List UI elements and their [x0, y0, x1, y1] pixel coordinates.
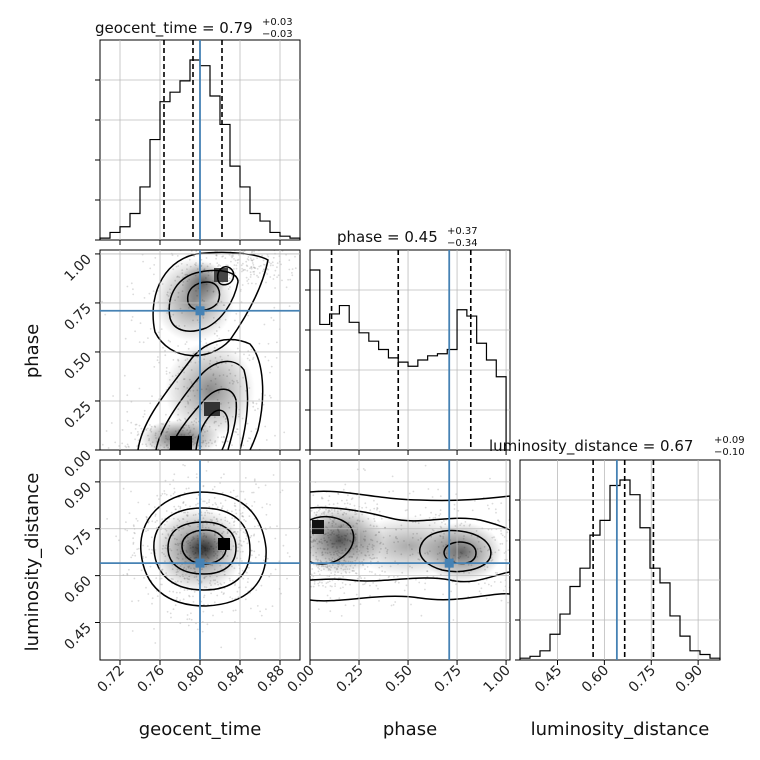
x-axis-label-phase: phase	[383, 719, 437, 740]
panel-hist-luminosity_distance: 0.45 0.60 0.75 0.90 luminosity_distance = 0…	[489, 435, 745, 740]
y-axis-label-luminosity_distance: luminosity_distance	[22, 473, 43, 652]
x-tick-label: 1.00	[481, 663, 514, 696]
x-tick-label: 0.45	[532, 663, 565, 696]
title-geocent_time: geocent_time = 0.79	[95, 19, 253, 38]
x-axis-label-geocent_time: geocent_time	[139, 719, 262, 740]
y-tick-label: 0.75	[61, 300, 94, 333]
truth-marker	[444, 558, 454, 568]
y-tick-label: 1.00	[61, 251, 94, 284]
grid	[310, 250, 510, 450]
title-luminosity_distance: luminosity_distance = 0.67	[489, 437, 693, 456]
histogram-luminosity_distance	[519, 479, 721, 660]
quantile-lines	[163, 40, 223, 240]
x-tick-label: 0.00	[284, 663, 317, 696]
quantile-lines	[592, 460, 655, 660]
x-tick-label: 0.76	[134, 662, 167, 695]
truth-marker	[195, 558, 205, 568]
y-tick-label: 0.00	[61, 448, 94, 481]
panel-2d-geocent_time-phase: 0.00 0.25 0.50 0.75 1.00 phase	[22, 249, 301, 481]
x-tick-label: 0.75	[626, 663, 659, 696]
title-phase-plus: +0.37	[447, 226, 478, 237]
panel-frame	[519, 459, 721, 661]
panel-hist-geocent_time: geocent_time = 0.79 +0.03 −0.03	[95, 17, 301, 245]
x-tick-label: 0.60	[579, 663, 612, 696]
grid	[520, 460, 720, 660]
title-luminosity_distance-plus: +0.09	[714, 435, 745, 446]
x-tick-label: 0.25	[333, 663, 366, 696]
x-tick-label: 0.84	[214, 662, 247, 695]
title-phase: phase = 0.45	[337, 228, 438, 246]
y-ticks	[95, 79, 100, 241]
y-tick-label: 0.50	[61, 349, 94, 382]
x-tick-label: 0.80	[174, 663, 207, 696]
x-tick-label: 0.75	[432, 663, 465, 696]
title-geocent_time-plus: +0.03	[262, 17, 293, 28]
x-ticks	[119, 240, 281, 245]
panel-frame	[309, 459, 511, 661]
contours	[140, 491, 267, 607]
x-ticks: 0.45 0.60 0.75 0.90	[532, 660, 706, 696]
y-tick-label: 0.90	[61, 479, 94, 512]
x-tick-label: 0.88	[254, 663, 287, 696]
x-tick-label: 0.72	[94, 663, 127, 696]
y-ticks: 0.00 0.25 0.50 0.75 1.00	[61, 251, 100, 481]
panel-hist-phase: phase = 0.45 +0.37 −0.34	[305, 226, 511, 455]
x-ticks	[119, 450, 281, 455]
density-shading	[310, 506, 502, 582]
y-tick-label: 0.45	[61, 620, 94, 653]
x-ticks: 0.72 0.76 0.80 0.84 0.88	[94, 660, 288, 696]
x-tick-label: 0.50	[383, 663, 416, 696]
panel-2d-phase-luminosity_distance: 0.00 0.25 0.50 0.75 1.00 phase	[284, 459, 514, 740]
x-ticks: 0.00 0.25 0.50 0.75 1.00	[284, 660, 514, 696]
contours	[137, 251, 269, 450]
panel-frame	[309, 249, 511, 451]
truth-marker	[195, 306, 205, 316]
y-ticks: 0.45 0.60 0.75 0.90	[61, 479, 100, 653]
density-shading	[152, 508, 244, 592]
title-luminosity_distance-minus: −0.10	[714, 447, 745, 458]
y-tick-label: 0.25	[61, 398, 94, 431]
density-shading	[140, 258, 255, 450]
quantile-lines	[330, 250, 472, 450]
y-ticks	[515, 499, 520, 661]
y-axis-label-phase: phase	[22, 324, 43, 378]
title-phase-minus: −0.34	[447, 238, 478, 249]
y-tick-label: 0.75	[61, 526, 94, 559]
y-ticks	[305, 289, 310, 451]
x-tick-label: 0.90	[673, 663, 706, 696]
x-axis-label-luminosity_distance: luminosity_distance	[531, 719, 710, 740]
y-tick-label: 0.60	[61, 573, 94, 606]
x-ticks	[309, 450, 507, 455]
histogram-phase	[309, 269, 507, 450]
title-geocent_time-minus: −0.03	[262, 29, 293, 40]
grid	[310, 460, 510, 660]
